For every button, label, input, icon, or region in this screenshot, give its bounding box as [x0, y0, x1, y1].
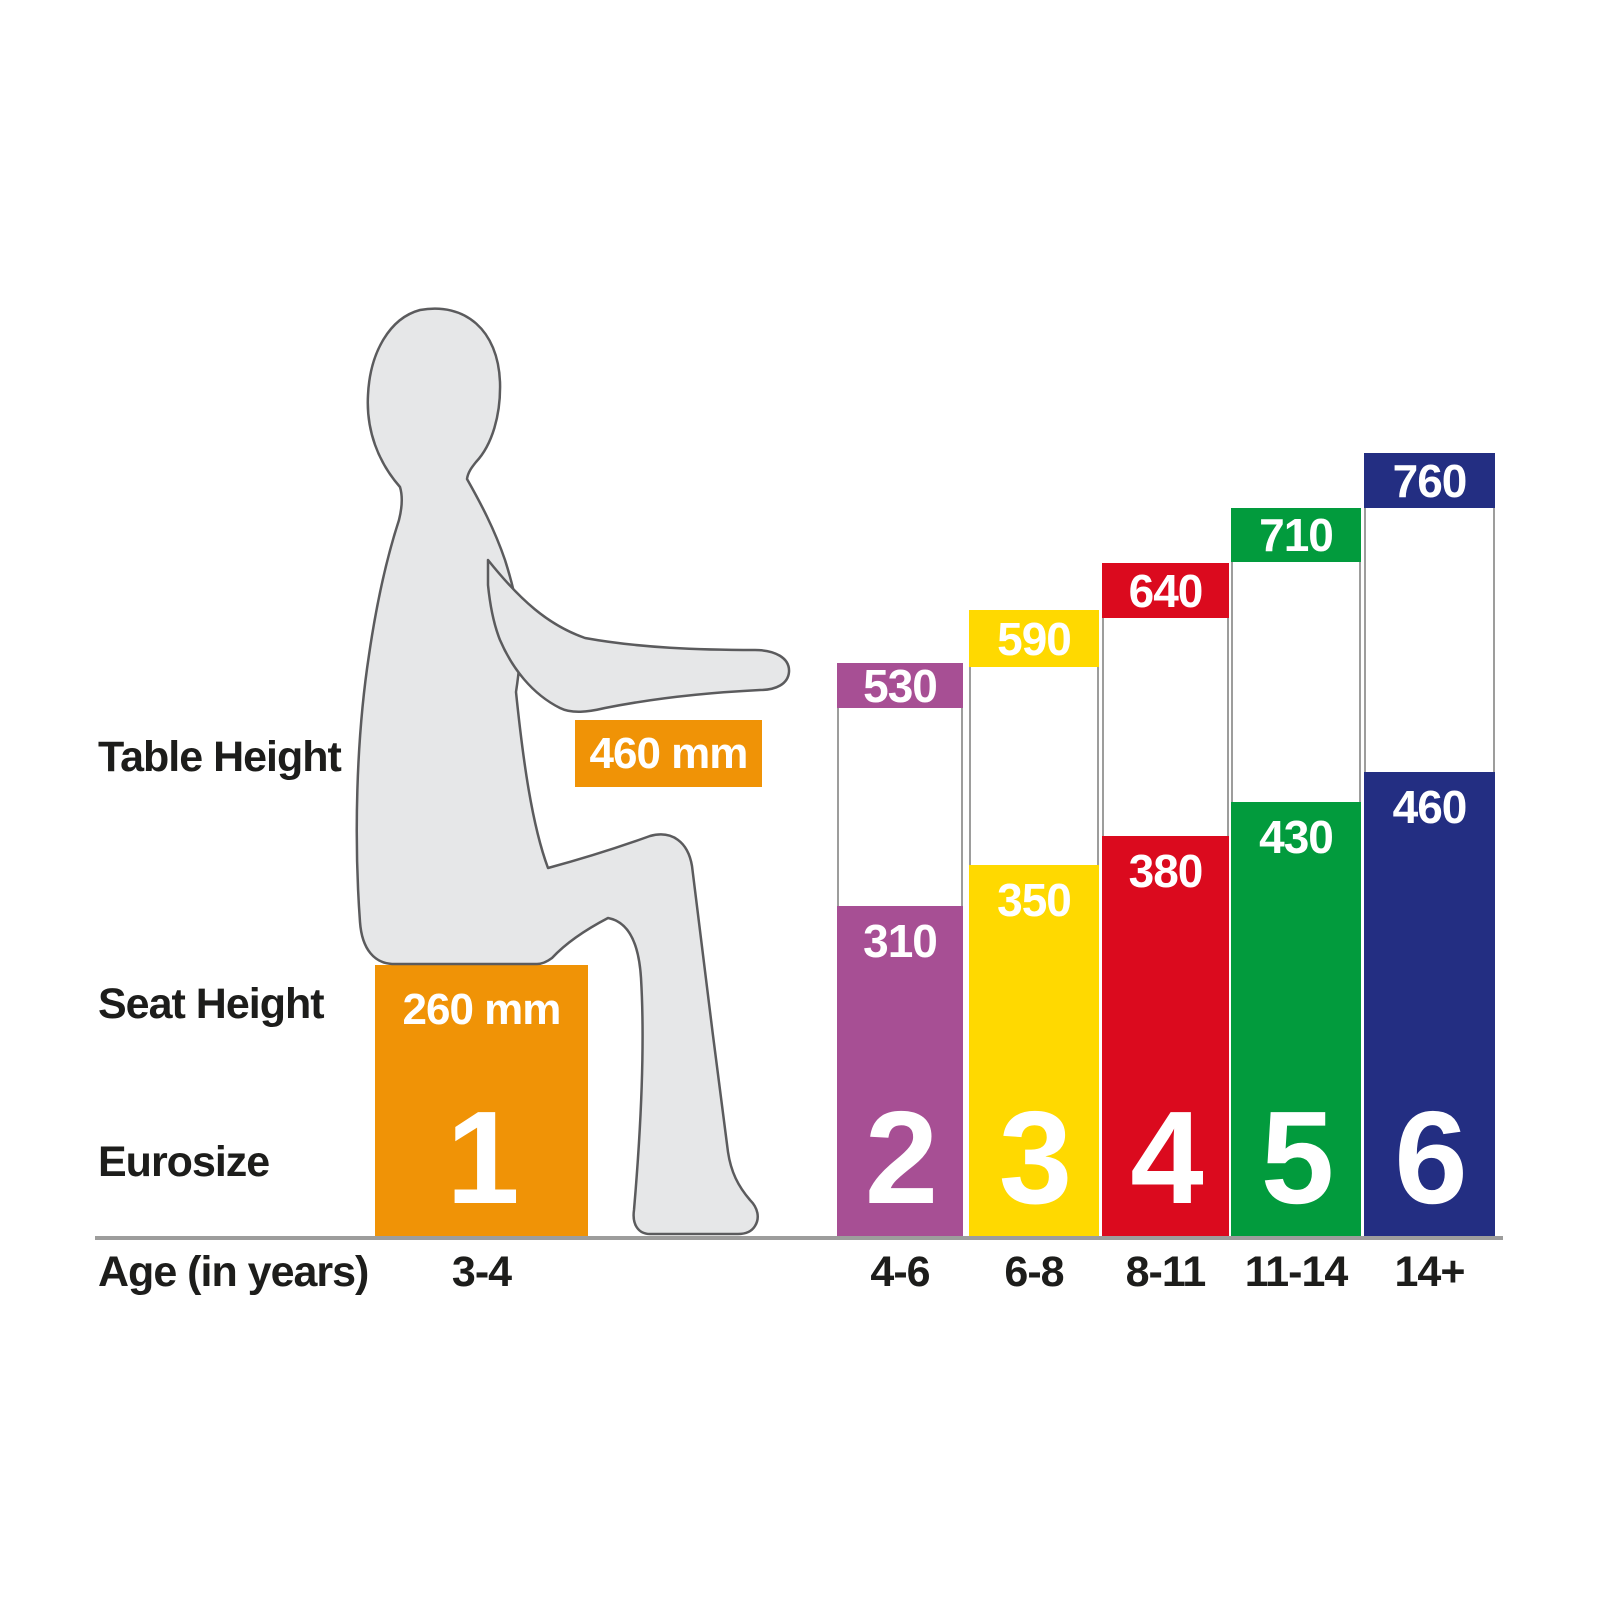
table-height-value-size2: 530 — [863, 659, 938, 712]
table-height-value-size1: 460 mm — [589, 728, 749, 778]
column-size4: 640 380 4 — [1102, 563, 1229, 1236]
column-gap-size3 — [969, 667, 1099, 865]
figure-arm — [486, 558, 791, 713]
eurosize-number-5: 5 — [1260, 1084, 1334, 1231]
table-height-tag-size1: 460 mm — [575, 720, 762, 787]
column-size1: 260 mm 1 — [375, 965, 588, 1236]
seat-block-size2: 310 2 — [837, 906, 963, 1236]
table-height-block-size4: 640 — [1102, 563, 1229, 618]
eurosize-number-6: 6 — [1394, 1084, 1467, 1231]
seat-height-value-size3: 350 — [997, 874, 1072, 926]
table-height-value-size3: 590 — [997, 612, 1072, 665]
column-gap-size2 — [837, 708, 963, 906]
age-value-size2: 4-6 — [870, 1248, 930, 1296]
eurosize-number-1: 1 — [446, 1084, 519, 1231]
seat-block-size4: 380 4 — [1102, 836, 1229, 1236]
table-height-value-size5: 710 — [1259, 509, 1334, 561]
column-gap-size5 — [1231, 562, 1361, 802]
table-height-label: Table Height — [98, 733, 342, 781]
table-height-value-size4: 640 — [1128, 564, 1204, 617]
table-height-value-size6: 760 — [1392, 454, 1468, 507]
column-size3: 590 350 3 — [969, 610, 1099, 1236]
eurosize-label: Eurosize — [98, 1138, 270, 1186]
eurosize-number-3: 3 — [998, 1084, 1072, 1231]
seat-height-value-size1: 260 mm — [402, 985, 562, 1034]
table-height-block-size5: 710 — [1231, 508, 1361, 562]
seat-block-size6: 460 6 — [1364, 772, 1495, 1236]
column-size6: 760 460 6 — [1364, 453, 1495, 1236]
table-height-block-size6: 760 — [1364, 453, 1495, 508]
column-size2: 530 310 2 — [837, 660, 963, 1236]
column-size5: 710 430 5 — [1231, 508, 1361, 1236]
column-gap-size4 — [1102, 618, 1229, 836]
age-value-size6: 14+ — [1394, 1248, 1466, 1296]
baseline — [95, 1236, 1503, 1240]
seat-height-value-size4: 380 — [1128, 845, 1204, 897]
age-value-size3: 6-8 — [1004, 1248, 1064, 1296]
seat-block-size5: 430 5 — [1231, 802, 1361, 1236]
table-height-block-size2: 530 — [837, 660, 963, 712]
seat-height-value-size2: 310 — [863, 915, 938, 967]
seat-height-value-size5: 430 — [1259, 811, 1334, 863]
seat-height-value-size6: 460 — [1392, 781, 1468, 833]
age-value-size5: 11-14 — [1244, 1248, 1349, 1296]
column-gap-size6 — [1364, 508, 1495, 772]
eurosize-number-2: 2 — [864, 1084, 938, 1231]
seat-height-label: Seat Height — [98, 980, 325, 1028]
eurosize-number-4: 4 — [1130, 1084, 1203, 1231]
table-height-block-size3: 590 — [969, 610, 1099, 667]
age-axis-label: Age (in years) — [98, 1248, 369, 1296]
age-value-size4: 8-11 — [1125, 1248, 1207, 1296]
age-value-size1: 3-4 — [451, 1248, 512, 1296]
seat-block-size3: 350 3 — [969, 865, 1099, 1236]
